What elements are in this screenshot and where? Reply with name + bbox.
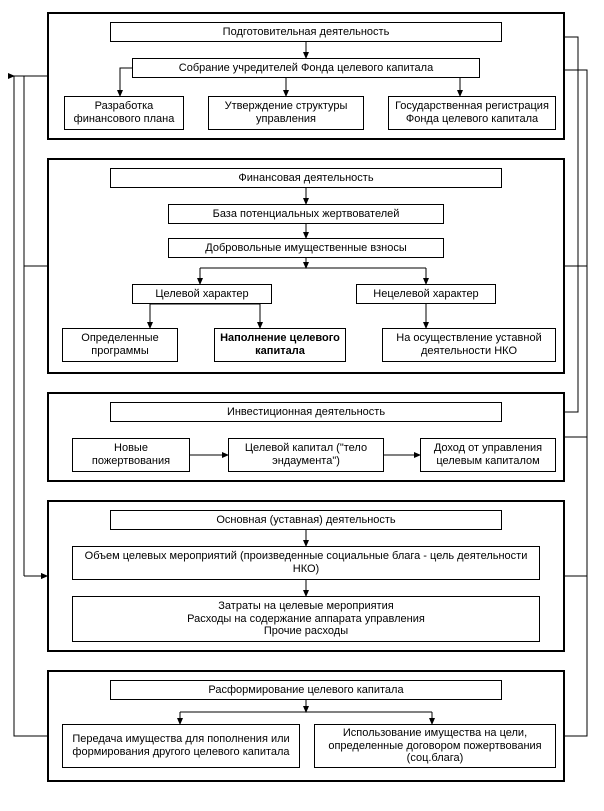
flowchart-node: Передача имущества для пополнения или фо… <box>62 724 300 768</box>
flowchart-node: Целевой характер <box>132 284 272 304</box>
flowchart-node: Определенные программы <box>62 328 178 362</box>
flowchart-node: Финансовая деятельность <box>110 168 502 188</box>
flowchart-node: Наполнение целевого капитала <box>214 328 346 362</box>
flowchart-node: База потенциальных жертвователей <box>168 204 444 224</box>
flowchart-node: Доход от управления целевым капиталом <box>420 438 556 472</box>
flowchart-node: На осуществление уставной деятельности Н… <box>382 328 556 362</box>
flowchart-node: Собрание учредителей Фонда целевого капи… <box>132 58 480 78</box>
flowchart-node: Использование имущества на цели, определ… <box>314 724 556 768</box>
flowchart-node: Объем целевых мероприятий (произведенные… <box>72 546 540 580</box>
flowchart-node: Государственная регистрация Фонда целево… <box>388 96 556 130</box>
flowchart-node: Добровольные имущественные взносы <box>168 238 444 258</box>
flowchart-node: Утверждение структуры управления <box>208 96 364 130</box>
flowchart-node: Инвестиционная деятельность <box>110 402 502 422</box>
flowchart-node: Подготовительная деятельность <box>110 22 502 42</box>
flowchart-node: Разработка финансового плана <box>64 96 184 130</box>
flowchart-node: Основная (уставная) деятельность <box>110 510 502 530</box>
flowchart-node: Расформирование целевого капитала <box>110 680 502 700</box>
flowchart-node: Нецелевой характер <box>356 284 496 304</box>
flowchart-node: Затраты на целевые мероприятия Расходы н… <box>72 596 540 642</box>
flowchart-node: Новые пожертвования <box>72 438 190 472</box>
flowchart-node: Целевой капитал ("тело эндаумента") <box>228 438 384 472</box>
